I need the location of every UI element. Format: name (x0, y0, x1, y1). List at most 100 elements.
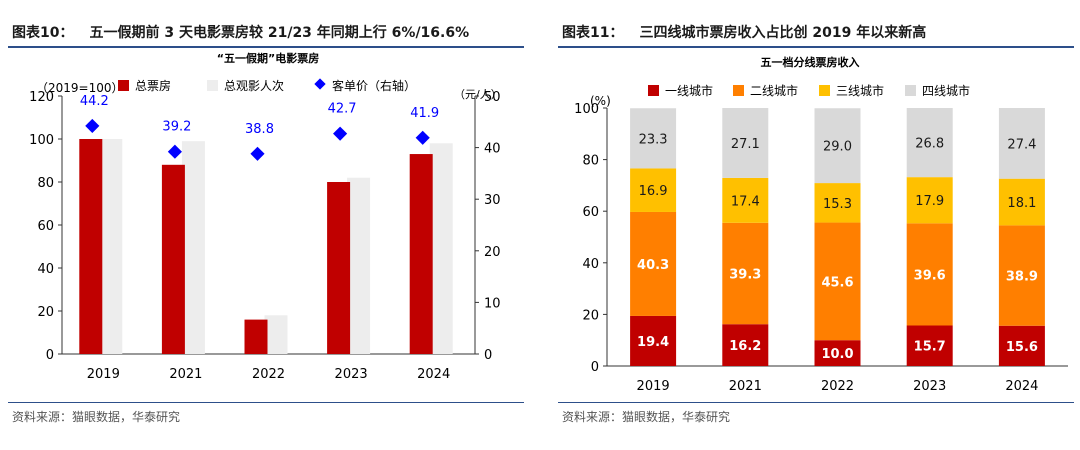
y-tick-label: 40 (582, 257, 599, 272)
left-y-tick-label: 20 (37, 305, 54, 320)
attendance-bar (347, 177, 371, 354)
stack-segment-tier-2 (814, 222, 861, 341)
price-marker (167, 144, 182, 159)
price-data-label: 42.7 (328, 102, 357, 117)
stack-data-label: 17.9 (915, 194, 944, 209)
x-tick-label: 2024 (417, 367, 450, 382)
right-axis-label: （元/人） (454, 88, 502, 101)
stack-segment-tier-4 (814, 108, 861, 184)
stack-segment-tier-1 (906, 325, 953, 366)
y-tick-label: 20 (582, 308, 599, 323)
box-office-bar (327, 182, 351, 354)
box-office-bar (161, 164, 185, 354)
stack-data-label: 38.9 (1006, 270, 1038, 285)
x-tick-label: 2023 (335, 367, 368, 382)
right-figure-heading: 三四线城市票房收入占比创 2019 年以来新高 (639, 25, 927, 41)
left-y-tick-label: 0 (46, 348, 54, 363)
x-tick-label: 2019 (87, 367, 120, 382)
price-marker (250, 146, 265, 161)
right-figure-number: 图表11： (562, 25, 624, 41)
stack-data-label: 19.4 (637, 335, 669, 350)
y-tick-label: 0 (591, 360, 599, 375)
left-source-note: 资料来源：猫眼数据，华泰研究 (12, 410, 181, 424)
x-tick-label: 2023 (913, 379, 946, 394)
left-y-tick-label: 100 (29, 133, 54, 148)
left-y-tick-label: 80 (37, 176, 54, 191)
stack-segment-tier-3 (814, 183, 861, 223)
legend-label-3: 三线城市 (836, 83, 884, 98)
box-office-bar (244, 319, 268, 354)
right-y-tick-label: 20 (484, 245, 501, 260)
attendance-bar (429, 143, 453, 354)
legend-label-2: 二线城市 (750, 83, 798, 98)
left-figure-panel: 图表10： 五一假期前 3 天电影票房较 21/23 年同期上行 6%/16.6%… (0, 0, 530, 450)
box-office-bar (409, 154, 433, 354)
stack-segment-tier-2 (906, 223, 953, 326)
right-source-rule (558, 402, 1074, 403)
left-axis-label: （2019=100） (36, 81, 124, 95)
stack-segment-tier-1 (814, 340, 861, 366)
price-marker (415, 130, 430, 145)
stack-segment-tier-4 (630, 108, 677, 169)
legend-label-1: 总票房 (135, 78, 171, 93)
stack-data-label: 39.3 (729, 268, 761, 283)
stack-segment-tier-2 (998, 225, 1045, 326)
price-marker (333, 126, 348, 141)
attendance-bar (181, 141, 205, 354)
right-figure-panel: 图表11： 三四线城市票房收入占比创 2019 年以来新高 五一档分线票房收入 (%… (550, 0, 1080, 450)
right-figure-title: 图表11： 三四线城市票房收入占比创 2019 年以来新高 (562, 22, 926, 42)
stack-segment-tier-4 (906, 108, 953, 178)
stack-data-label: 16.9 (639, 184, 668, 199)
chart-title: 五一档分线票房收入 (761, 55, 860, 69)
attendance-bar (264, 315, 288, 354)
price-data-label: 41.9 (410, 106, 439, 121)
stack-data-label: 16.2 (729, 339, 761, 354)
legend-swatch-1 (648, 85, 659, 96)
chart-title: “五一假期”电影票房 (217, 51, 319, 65)
stack-segment-tier-1 (998, 325, 1045, 366)
legend-marker-diamond (314, 78, 326, 90)
x-tick-label: 2019 (637, 379, 670, 394)
y-axis-unit-label: (%) (590, 94, 611, 108)
left-source-rule (8, 402, 524, 403)
stack-data-label: 15.7 (914, 340, 946, 355)
left-figure-heading: 五一假期前 3 天电影票房较 21/23 年同期上行 6%/16.6% (89, 25, 470, 41)
price-marker (85, 118, 100, 133)
x-tick-label: 2022 (821, 379, 854, 394)
x-tick-label: 2022 (252, 367, 285, 382)
box-office-bar (79, 139, 103, 354)
box-office-bar-chart: “五一假期”电影票房 （2019=100） （元/人） 总票房 总观影人次 客单价（右轴）… (29, 51, 502, 382)
right-y-tick-label: 40 (484, 142, 501, 157)
stack-data-label: 45.6 (821, 275, 853, 290)
legend-label-3: 客单价（右轴） (332, 78, 416, 93)
y-tick-label: 60 (582, 205, 599, 220)
y-tick-label: 100 (574, 102, 599, 117)
stack-segment-tier-3 (906, 177, 953, 224)
stack-data-label: 27.1 (731, 137, 760, 152)
left-y-tick-label: 120 (29, 90, 54, 105)
right-source-note: 资料来源：猫眼数据，华泰研究 (562, 410, 731, 424)
left-title-rule (8, 46, 524, 48)
y-tick-label: 80 (582, 154, 599, 169)
stack-segment-tier-4 (722, 108, 769, 178)
left-figure-number: 图表10： (12, 25, 74, 41)
legend-label-2: 总观影人次 (224, 79, 284, 93)
stack-data-label: 10.0 (821, 347, 853, 362)
city-tier-stacked-chart: 五一档分线票房收入 (%) 一线城市 二线城市 三线城市 四线城市 0 20 40 60 80 100… (574, 55, 1068, 394)
legend-swatch-1 (118, 80, 129, 91)
legend-label-4: 四线城市 (922, 83, 970, 98)
left-y-tick-label: 40 (37, 262, 54, 277)
right-title-rule (558, 46, 1074, 48)
stack-segment-tier-2 (630, 211, 677, 316)
stack-data-label: 17.4 (731, 194, 760, 209)
x-tick-label: 2021 (729, 379, 762, 394)
stack-segment-tier-4 (998, 108, 1045, 179)
stack-segment-tier-1 (630, 315, 677, 366)
stack-data-label: 26.8 (915, 137, 944, 152)
stack-data-label: 27.4 (1007, 137, 1036, 152)
price-data-label: 38.8 (245, 122, 274, 137)
stack-segment-tier-3 (722, 177, 769, 223)
right-y-tick-label: 10 (484, 296, 501, 311)
attendance-bar (99, 139, 123, 354)
stack-data-label: 40.3 (637, 258, 669, 273)
